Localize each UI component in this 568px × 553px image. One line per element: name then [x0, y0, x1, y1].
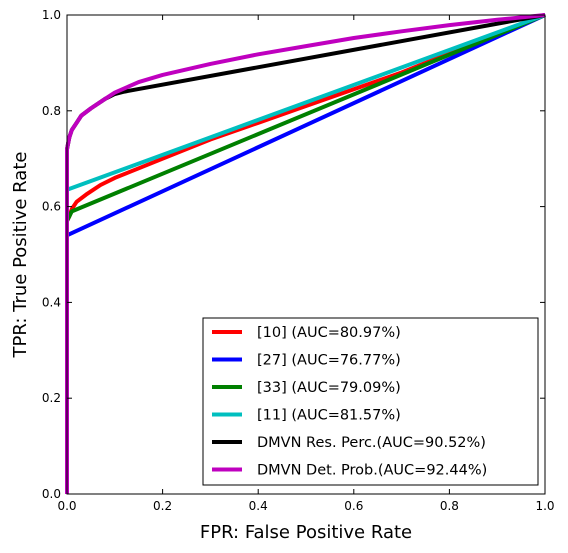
legend-label-4: [11] (AUC=81.57%) [257, 408, 401, 424]
y-tick-label: 1.0 [42, 8, 61, 22]
x-tick-label: 1.0 [535, 499, 554, 513]
y-tick-label: 0.2 [42, 391, 61, 405]
x-tick-label: 0.0 [57, 499, 76, 513]
legend-label-3: [33] (AUC=79.09%) [257, 380, 401, 396]
legend-box [202, 317, 539, 486]
legend-label-5: DMVN Res. Perc.(AUC=90.52%) [257, 435, 486, 451]
legend-label-1: [10] (AUC=80.97%) [257, 325, 401, 341]
y-tick-label: 0.6 [42, 200, 61, 214]
x-tick-label: 0.2 [153, 499, 172, 513]
legend-label-2: [27] (AUC=76.77%) [257, 353, 401, 369]
legend: [10] (AUC=80.97%) [27] (AUC=76.77%) [33] (… [202, 317, 539, 486]
series-line-6 [65, 13, 546, 494]
y-tick-label: 0.8 [42, 104, 61, 118]
x-tick-label: 0.4 [249, 499, 268, 513]
axis-ticks [66, 14, 546, 495]
legend-label-6: DMVN Det. Prob.(AUC=92.44%) [257, 463, 487, 479]
x-axis-label: FPR: False Positive Rate [200, 522, 412, 543]
y-tick-label: 0.0 [42, 487, 61, 501]
axis-tick-labels: 0.0 0.2 0.4 0.6 0.8 1.0 0.0 0.2 0.4 0.6 0.8 1.0 [42, 8, 555, 513]
x-tick-label: 0.8 [440, 499, 459, 513]
y-tick-label: 0.4 [42, 295, 61, 309]
plot-frame [66, 14, 546, 495]
y-axis-label: TPR: True Positive Rate [10, 152, 31, 359]
x-tick-label: 0.6 [344, 499, 363, 513]
